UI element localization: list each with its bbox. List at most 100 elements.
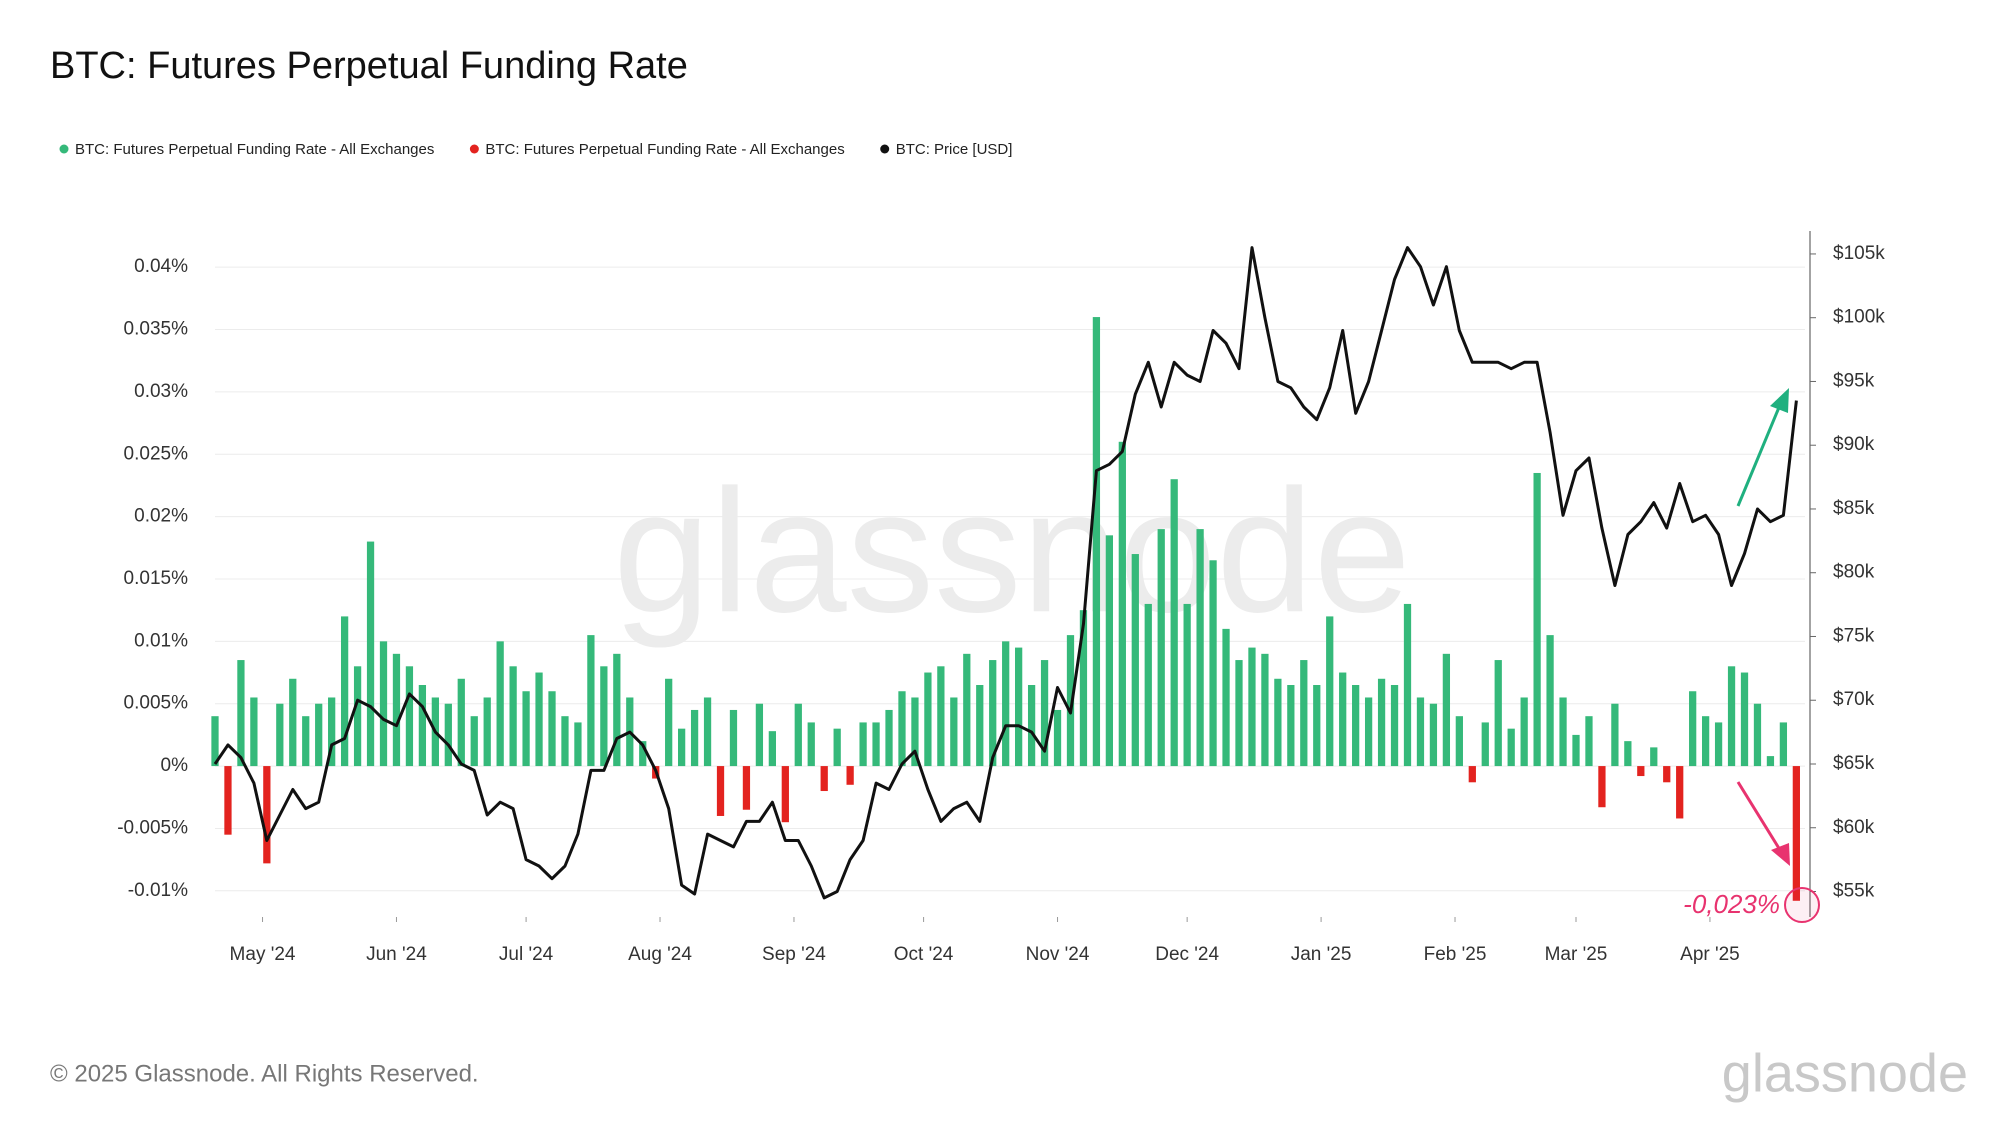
- y2-tick-label: $95k: [1833, 370, 1875, 391]
- x-tick-label: Jul '24: [499, 944, 554, 965]
- bar: [755, 703, 764, 767]
- bar: [1650, 747, 1658, 767]
- logo: glassnode: [1722, 1043, 1968, 1103]
- bar: [211, 716, 219, 767]
- bar: [340, 616, 349, 767]
- bar: [1494, 660, 1502, 767]
- y2-tick-label: $90k: [1833, 434, 1875, 455]
- bar: [937, 666, 945, 767]
- bar: [1053, 709, 1062, 767]
- legend-label: BTC: Price [USD]: [896, 141, 1013, 158]
- bar: [1559, 697, 1567, 767]
- arrow-head-down: [1771, 843, 1790, 866]
- bar: [1066, 635, 1075, 767]
- arrow-head-up: [1770, 388, 1789, 413]
- bar: [483, 697, 491, 767]
- y2-tick-label: $100k: [1833, 307, 1885, 328]
- bar: [1598, 766, 1606, 808]
- y2-tick-label: $55k: [1833, 881, 1875, 902]
- bar: [820, 766, 828, 792]
- bar: [366, 541, 375, 767]
- bar: [276, 703, 284, 767]
- bar: [703, 697, 712, 767]
- bar: [1118, 441, 1126, 767]
- bar: [444, 703, 452, 767]
- y2-tick-label: $75k: [1833, 625, 1875, 646]
- bar: [1326, 616, 1334, 767]
- bar: [1170, 479, 1178, 767]
- x-tick-label: Jun '24: [366, 944, 427, 965]
- bar: [1248, 647, 1256, 767]
- bar: [885, 709, 893, 767]
- bar: [1585, 716, 1593, 767]
- y-tick-label: -0.005%: [117, 817, 188, 838]
- chart-title: BTC: Futures Perpetual Funding Rate: [50, 45, 688, 87]
- bar: [379, 641, 388, 767]
- bar: [1287, 685, 1295, 767]
- highlight-circle: [1784, 887, 1820, 923]
- legend: BTC: Futures Perpetual Funding Rate - Al…: [59, 141, 1013, 158]
- x-tick-label: Mar '25: [1545, 944, 1608, 965]
- annotation: -0,023%: [1683, 889, 1780, 919]
- plot: -0.01% -0.005% 0% 0.005% 0.01% 0.015% 0.02% 0.0…: [117, 243, 1885, 965]
- bar: [315, 703, 323, 767]
- bar: [1520, 697, 1528, 767]
- bar: [405, 666, 414, 767]
- bar: [1196, 529, 1204, 767]
- bar: [924, 672, 932, 767]
- bar: [807, 722, 815, 767]
- bar: [1157, 529, 1165, 767]
- y-tick-label: -0.01%: [128, 880, 188, 901]
- watermark: glassnode: [613, 454, 1411, 649]
- bar: [1507, 728, 1515, 767]
- bar: [1637, 766, 1645, 777]
- copyright: © 2025 Glassnode. All Rights Reserved.: [50, 1060, 479, 1087]
- x-tick-label: May '24: [230, 944, 296, 965]
- y-tick-label: 0.005%: [124, 693, 189, 714]
- bar: [911, 697, 919, 767]
- arrow-up: [1736, 404, 1782, 507]
- y2-tick-label: $70k: [1833, 689, 1875, 710]
- y2-tick-label: $80k: [1833, 562, 1875, 583]
- y-tick-label: 0.04%: [134, 256, 188, 277]
- bar: [950, 697, 958, 767]
- bar: [1753, 703, 1762, 767]
- bar: [1079, 610, 1088, 767]
- bar: [561, 716, 569, 767]
- bar: [872, 722, 880, 767]
- bar: [1416, 697, 1425, 767]
- bar: [1235, 660, 1243, 767]
- bar: [1105, 535, 1114, 767]
- bar: [1144, 603, 1152, 767]
- bar: [353, 666, 362, 767]
- bar: [1015, 647, 1023, 767]
- bar: [690, 709, 699, 767]
- bar: [781, 766, 789, 823]
- y-tick-label: 0%: [161, 755, 189, 776]
- bar: [1002, 641, 1010, 767]
- bar: [1766, 756, 1775, 767]
- bar: [328, 697, 336, 767]
- bar: [224, 766, 232, 835]
- y-tick-label: 0.02%: [134, 506, 188, 527]
- bar: [846, 766, 854, 785]
- bar: [678, 728, 686, 767]
- legend-marker: [880, 144, 890, 154]
- x-tick-label: Sep '24: [762, 944, 826, 965]
- bar: [1689, 691, 1697, 767]
- bar: [574, 722, 582, 767]
- y-tick-label: 0.025%: [124, 443, 189, 464]
- bar: [794, 703, 802, 767]
- bar: [418, 685, 427, 767]
- bar: [1727, 666, 1736, 767]
- bar: [665, 678, 673, 767]
- bar: [600, 666, 608, 767]
- bar: [1300, 660, 1308, 767]
- bar: [1455, 716, 1463, 767]
- bar: [1546, 635, 1554, 767]
- bar: [1183, 603, 1191, 767]
- annotation-arrows: [1736, 388, 1820, 923]
- legend-marker: [469, 144, 479, 154]
- bar: [1352, 685, 1360, 767]
